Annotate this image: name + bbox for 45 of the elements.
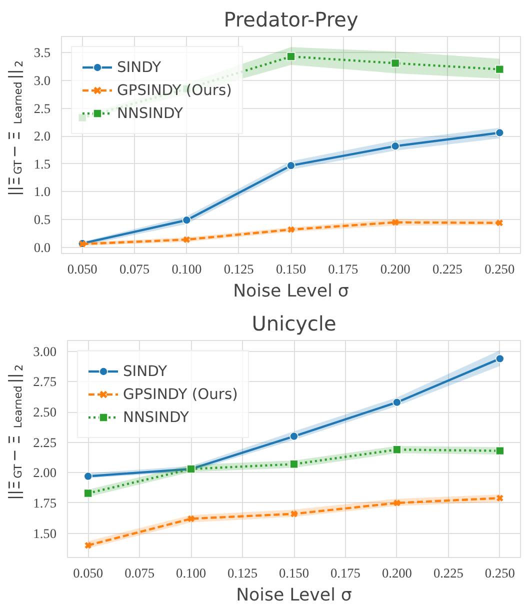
y-axis-title: ||ΞGT − ΞLearned||2	[6, 364, 26, 500]
x-tick-label: 0.125	[228, 566, 258, 580]
legend-label: NNSINDY	[123, 408, 189, 426]
x-tick-label: 0.200	[380, 262, 411, 276]
x-tick-label: 0.075	[124, 566, 155, 580]
chart-title: Predator-Prey	[224, 8, 358, 32]
y-tick-label: 2.0	[34, 128, 51, 144]
x-tick-label: 0.225	[432, 262, 463, 276]
x-tick-label: 0.075	[120, 262, 150, 276]
x-tick-label: 0.125	[224, 262, 254, 276]
x-tick-label: 0.100	[172, 262, 202, 276]
legend-label: GPSINDY (Ours)	[123, 386, 238, 402]
x-tick-label: 0.250	[484, 566, 516, 580]
x-tick-label: 0.150	[276, 262, 306, 276]
y-tick-label: 2.25	[33, 434, 57, 450]
x-axis-title: Noise Level σ	[236, 586, 352, 606]
y-axis-title: ||ΞGT − ΞLearned||2	[6, 60, 26, 196]
chart-title: Unicycle	[252, 312, 336, 336]
legend-label: SINDY	[117, 58, 162, 76]
y-tick-label: 0.5	[34, 212, 51, 228]
y-tick-label: 2.75	[33, 374, 57, 390]
x-tick-label: 0.150	[279, 566, 310, 580]
legend-label: GPSINDY (Ours)	[117, 82, 232, 98]
x-tick-label: 0.100	[176, 566, 206, 580]
x-tick-label: 0.175	[328, 262, 358, 276]
x-tick-label: 0.050	[67, 262, 98, 276]
x-axis-title: Noise Level σ	[233, 282, 349, 302]
y-tick-label: 2.50	[33, 404, 57, 420]
x-tick-label: 0.175	[330, 566, 361, 580]
y-tick-label: 3.00	[33, 344, 57, 359]
y-tick-label: 0.0	[34, 240, 51, 255]
y-tick-label: 1.5	[34, 156, 51, 172]
legend-label: NNSINDY	[117, 104, 183, 122]
y-tick-label: 1.75	[33, 495, 57, 510]
x-tick-label: 0.200	[382, 566, 412, 580]
legend-label: SINDY	[123, 362, 168, 380]
x-tick-label: 0.250	[484, 262, 515, 276]
y-tick-label: 1.50	[33, 526, 57, 541]
y-tick-label: 1.0	[34, 184, 51, 200]
y-tick-label: 2.00	[33, 465, 57, 480]
y-tick-label: 3.0	[34, 72, 51, 88]
y-tick-label: 2.5	[34, 100, 51, 116]
y-tick-label: 3.5	[34, 45, 51, 60]
x-tick-label: 0.225	[433, 566, 464, 580]
x-tick-label: 0.050	[73, 566, 104, 580]
